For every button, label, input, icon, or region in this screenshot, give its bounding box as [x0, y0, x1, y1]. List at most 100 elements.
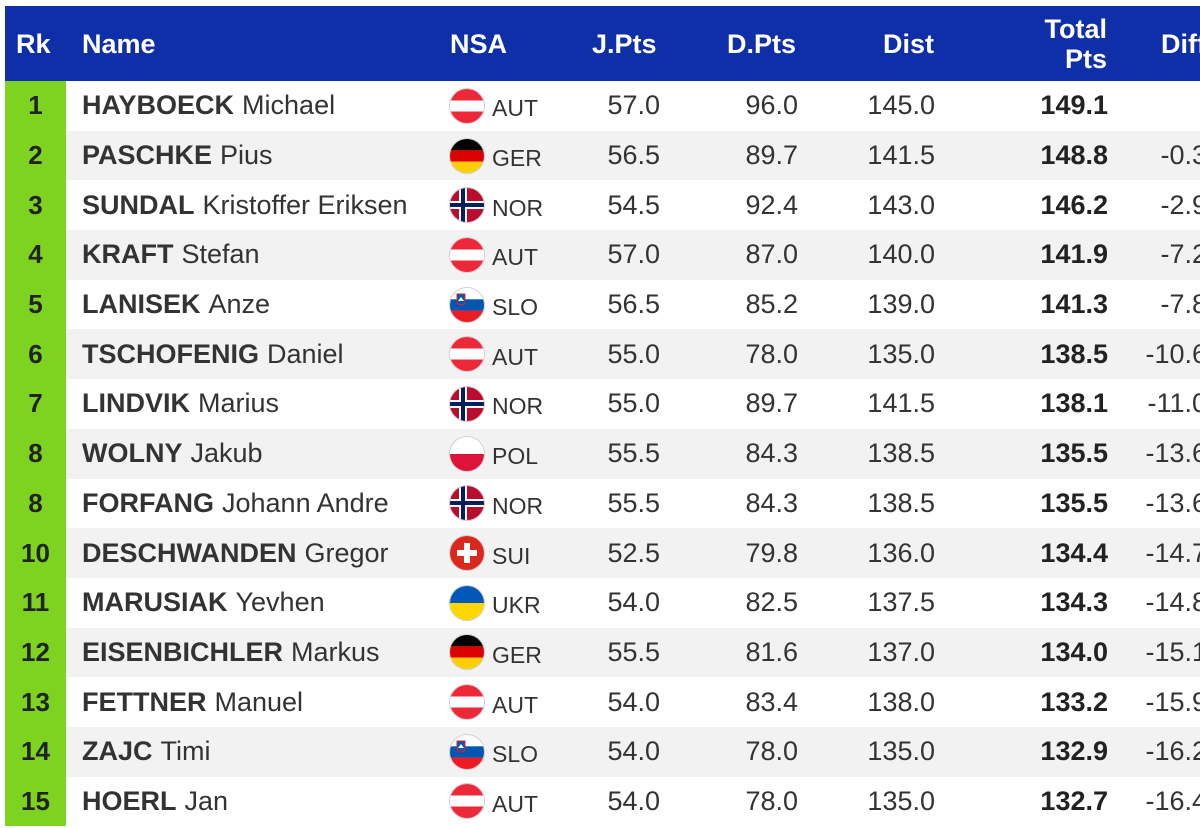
- header-name[interactable]: Name: [82, 28, 156, 59]
- header-nsa[interactable]: NSA: [450, 28, 508, 59]
- nsa-cell: SUI: [449, 528, 530, 578]
- nsa-cell: GER: [449, 628, 542, 678]
- table-row[interactable]: 2 PASCHKE Pius GER 56.5 89.7 141.5 148.8…: [5, 130, 1200, 181]
- header-distance[interactable]: Dist: [883, 28, 935, 59]
- table-row[interactable]: 8 FORFANG Johann Andre NOR 55.5 84.3 138…: [5, 478, 1200, 529]
- diff-cell: [1087, 81, 1200, 131]
- distance-points-cell: 87.0: [745, 239, 798, 270]
- nsa-cell: AUT: [449, 677, 538, 727]
- total-points-cell: 134.3: [1040, 587, 1108, 618]
- table-row[interactable]: 12 EISENBICHLER Markus GER 55.5 81.6 137…: [5, 627, 1200, 678]
- distance-cell: 135.0: [867, 338, 935, 369]
- total-points-cell: 132.9: [1040, 736, 1108, 767]
- table-row[interactable]: 7 LINDVIK Marius NOR 55.0 89.7 141.5 138…: [5, 379, 1200, 429]
- athlete-name[interactable]: FETTNER Manuel: [82, 677, 303, 727]
- table-row[interactable]: 14 ZAJC Timi SLO 54.0 78.0 135.0 132.9 -…: [5, 726, 1200, 777]
- distance-cell: 135.0: [867, 785, 935, 816]
- athlete-last-name: LINDVIK: [82, 388, 190, 419]
- athlete-first-name: Yevhen: [235, 587, 325, 618]
- nsa-cell: NOR: [449, 479, 543, 529]
- athlete-name[interactable]: DESCHWANDEN Gregor: [82, 528, 389, 578]
- table-row[interactable]: 15 HOERL Jan AUT 54.0 78.0 135.0 132.7 -…: [5, 776, 1200, 827]
- rank-cell: 11: [5, 577, 66, 628]
- distance-points-cell: 84.3: [745, 487, 798, 518]
- athlete-name[interactable]: MARUSIAK Yevhen: [82, 578, 325, 628]
- athlete-first-name: Johann Andre: [222, 487, 389, 518]
- table-row[interactable]: 6 TSCHOFENIG Daniel AUT 55.0 78.0 135.0 …: [5, 329, 1200, 380]
- rank-cell: 8: [5, 478, 66, 529]
- athlete-name[interactable]: HOERL Jan: [82, 777, 228, 827]
- total-points-cell: 141.3: [1040, 289, 1108, 320]
- athlete-last-name: SUNDAL: [82, 189, 195, 220]
- table-row[interactable]: 4 KRAFT Stefan AUT 57.0 87.0 140.0 141.9…: [5, 230, 1200, 280]
- athlete-last-name: EISENBICHLER: [82, 636, 284, 667]
- total-points-cell: 135.5: [1040, 487, 1108, 518]
- table-row[interactable]: 10 DESCHWANDEN Gregor SUI 52.5 79.8 136.…: [5, 528, 1200, 578]
- athlete-name[interactable]: TSCHOFENIG Daniel: [82, 329, 344, 379]
- athlete-name[interactable]: SUNDAL Kristoffer Eriksen: [82, 180, 408, 230]
- athlete-name[interactable]: FORFANG Johann Andre: [82, 479, 389, 529]
- nsa-cell: AUT: [449, 81, 538, 131]
- distance-cell: 139.0: [867, 289, 935, 320]
- table-row[interactable]: 13 FETTNER Manuel AUT 54.0 83.4 138.0 13…: [5, 677, 1200, 727]
- distance-cell: 143.0: [867, 189, 935, 220]
- distance-points-cell: 79.8: [745, 537, 798, 568]
- judge-points-cell: 55.5: [607, 438, 660, 469]
- athlete-name[interactable]: EISENBICHLER Markus: [82, 628, 380, 678]
- header-judge-points[interactable]: J.Pts: [592, 28, 657, 59]
- rank-cell: 5: [5, 279, 66, 330]
- distance-points-cell: 83.4: [745, 686, 798, 717]
- athlete-first-name: Timi: [160, 736, 211, 767]
- table-row[interactable]: 5 LANISEK Anze SLO 56.5 85.2 139.0 141.3…: [5, 279, 1200, 330]
- germany-flag-icon: [449, 137, 485, 174]
- total-points-cell: 138.5: [1040, 338, 1108, 369]
- header-total-points[interactable]: Total Pts: [1045, 6, 1108, 81]
- distance-points-cell: 78.0: [745, 785, 798, 816]
- athlete-name[interactable]: ZAJC Timi: [82, 727, 211, 777]
- rank-cell: 4: [5, 230, 66, 280]
- athlete-last-name: HAYBOECK: [82, 90, 235, 121]
- table-row[interactable]: 1 HAYBOECK Michael AUT 57.0 96.0 145.0 1…: [5, 81, 1200, 131]
- diff-cell: -15.9: [1145, 686, 1200, 717]
- nsa-code: AUT: [492, 790, 538, 817]
- austria-flag-icon: [449, 236, 485, 273]
- table-body: 1 HAYBOECK Michael AUT 57.0 96.0 145.0 1…: [5, 81, 1200, 827]
- athlete-name[interactable]: KRAFT Stefan: [82, 230, 260, 280]
- header-rank[interactable]: Rk: [16, 28, 51, 59]
- distance-cell: 138.0: [867, 686, 935, 717]
- athlete-name[interactable]: LINDVIK Marius: [82, 379, 279, 429]
- athlete-first-name: Jan: [184, 785, 229, 816]
- judge-points-cell: 55.5: [607, 487, 660, 518]
- rank-cell: 2: [5, 130, 66, 181]
- diff-cell: -13.6: [1145, 438, 1200, 469]
- nsa-cell: NOR: [449, 379, 543, 429]
- header-distance-points[interactable]: D.Pts: [727, 28, 797, 59]
- judge-points-cell: 54.0: [607, 686, 660, 717]
- total-points-cell: 138.1: [1040, 388, 1108, 419]
- header-diff[interactable]: Diff: [1161, 28, 1200, 59]
- diff-cell: -10.6: [1145, 338, 1200, 369]
- athlete-last-name: FORFANG: [82, 487, 214, 518]
- athlete-name[interactable]: HAYBOECK Michael: [82, 81, 335, 131]
- distance-cell: 137.0: [867, 636, 935, 667]
- athlete-last-name: ZAJC: [82, 736, 153, 767]
- table-row[interactable]: 8 WOLNY Jakub POL 55.5 84.3 138.5 135.5 …: [5, 428, 1200, 479]
- nsa-cell: POL: [449, 429, 538, 479]
- athlete-name[interactable]: WOLNY Jakub: [82, 429, 263, 479]
- distance-points-cell: 89.7: [745, 140, 798, 171]
- table-row[interactable]: 11 MARUSIAK Yevhen UKR 54.0 82.5 137.5 1…: [5, 577, 1200, 628]
- austria-flag-icon: [449, 783, 485, 820]
- diff-cell: -2.9: [1160, 189, 1200, 220]
- athlete-first-name: Stefan: [181, 239, 260, 270]
- distance-points-cell: 82.5: [745, 587, 798, 618]
- norway-flag-icon: [449, 187, 485, 224]
- table-row[interactable]: 3 SUNDAL Kristoffer Eriksen NOR 54.5 92.…: [5, 180, 1200, 231]
- judge-points-cell: 54.0: [607, 785, 660, 816]
- nsa-code: AUT: [492, 95, 538, 122]
- athlete-name[interactable]: PASCHKE Pius: [82, 131, 273, 181]
- athlete-last-name: WOLNY: [82, 438, 183, 469]
- nsa-cell: NOR: [449, 180, 543, 230]
- diff-cell: -7.8: [1160, 289, 1200, 320]
- total-points-cell: 133.2: [1040, 686, 1108, 717]
- athlete-name[interactable]: LANISEK Anze: [82, 280, 270, 330]
